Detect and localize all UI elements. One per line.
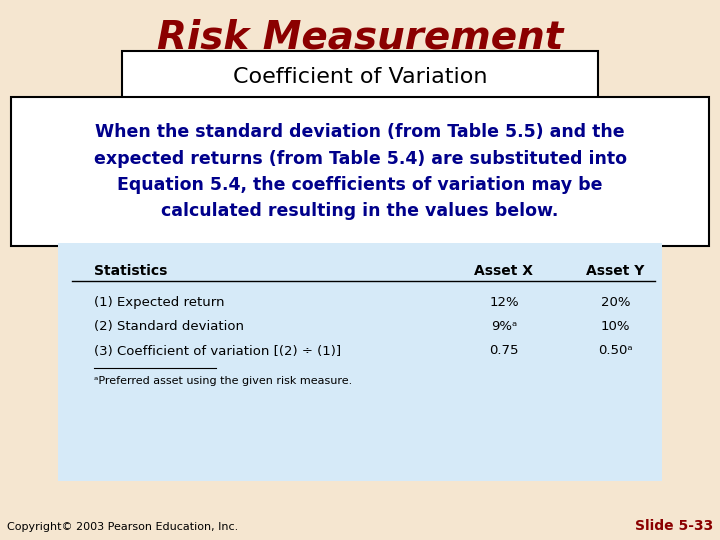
Text: Risk Measurement: Risk Measurement — [157, 19, 563, 57]
Text: Statistics: Statistics — [94, 264, 167, 278]
Text: 0.75: 0.75 — [490, 345, 518, 357]
Text: (3) Coefficient of variation [(2) ÷ (1)]: (3) Coefficient of variation [(2) ÷ (1)] — [94, 345, 341, 357]
FancyBboxPatch shape — [122, 51, 598, 103]
Text: ᵃPreferred asset using the given risk measure.: ᵃPreferred asset using the given risk me… — [94, 376, 352, 386]
Text: (1) Expected return: (1) Expected return — [94, 296, 224, 309]
Text: 20%: 20% — [601, 296, 630, 309]
Text: When the standard deviation (from Table 5.5) and the
expected returns (from Tabl: When the standard deviation (from Table … — [94, 123, 626, 220]
Text: Asset Y: Asset Y — [586, 264, 645, 278]
Text: (2) Standard deviation: (2) Standard deviation — [94, 320, 243, 333]
Text: Coefficient of Variation: Coefficient of Variation — [233, 66, 487, 87]
Text: 10%: 10% — [601, 320, 630, 333]
Text: Slide 5-33: Slide 5-33 — [634, 519, 713, 534]
FancyBboxPatch shape — [11, 97, 709, 246]
Text: Copyright© 2003 Pearson Education, Inc.: Copyright© 2003 Pearson Education, Inc. — [7, 522, 238, 531]
Text: 12%: 12% — [489, 296, 519, 309]
Text: 0.50ᵃ: 0.50ᵃ — [598, 345, 633, 357]
Text: 9%ᵃ: 9%ᵃ — [491, 320, 517, 333]
FancyBboxPatch shape — [58, 243, 662, 481]
Text: Asset X: Asset X — [474, 264, 534, 278]
